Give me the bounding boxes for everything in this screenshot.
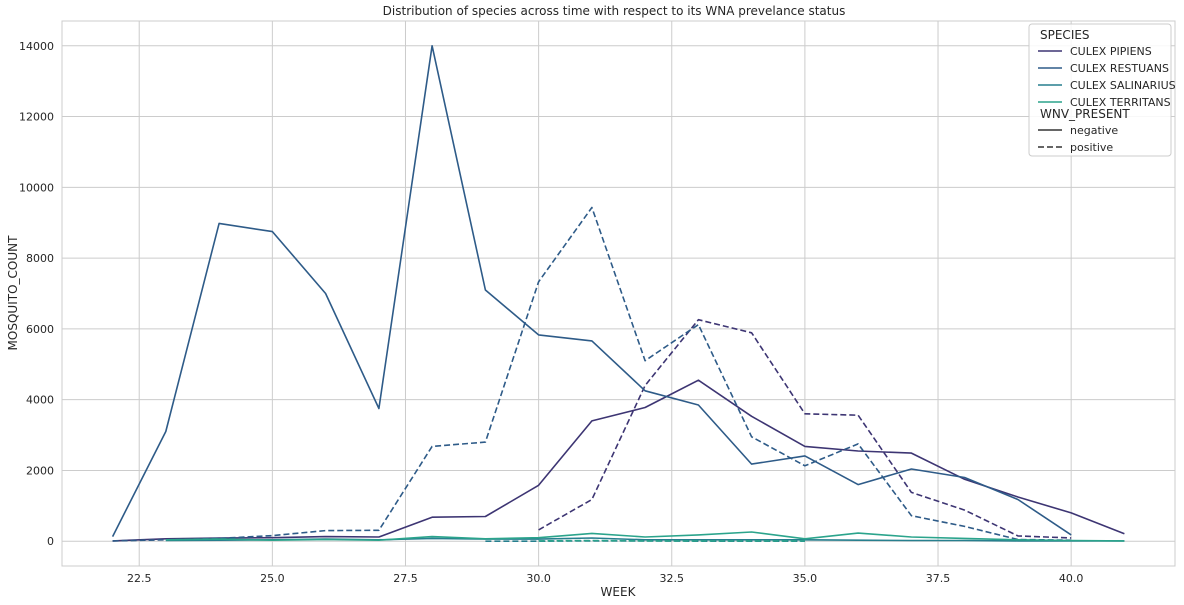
- series-line-culex-pipiens-negative: [112, 379, 1125, 542]
- series-line-culex-territans-negative: [165, 531, 1125, 542]
- legend-label-culex-restuans: CULEX RESTUANS: [1070, 62, 1169, 75]
- legend-label-positive: positive: [1070, 141, 1113, 154]
- legend-wnv-entries: negative positive: [1038, 124, 1118, 154]
- x-tick-label: 27.5: [393, 572, 418, 585]
- x-axis-ticks: 22.5 25.0 27.5 30.0 32.5 35.0 37.5 40.0: [127, 572, 1083, 585]
- legend-species-entries: CULEX PIPIENS CULEX RESTUANS CULEX SALINAR…: [1038, 45, 1176, 109]
- legend-wnv-title: WNV_PRESENT: [1040, 107, 1130, 121]
- x-tick-label: 37.5: [926, 572, 951, 585]
- series-line-culex-pipiens-positive: [538, 318, 1072, 539]
- legend-box: [1028, 23, 1172, 157]
- y-tick-label: 4000: [26, 394, 54, 407]
- y-tick-label: 12000: [19, 111, 54, 124]
- legend-label-culex-pipiens: CULEX PIPIENS: [1070, 45, 1152, 58]
- y-tick-label: 10000: [19, 181, 54, 194]
- y-tick-label: 0: [47, 535, 54, 548]
- y-tick-label: 2000: [26, 464, 54, 477]
- plot-frame: [61, 20, 1176, 567]
- grid: [62, 21, 1175, 566]
- y-axis-ticks: 0 2000 4000 6000 8000 10000 12000 14000: [19, 40, 54, 548]
- series-layer: [111, 44, 1125, 543]
- y-axis-label: MOSQUITO_COUNT: [6, 235, 20, 351]
- x-tick-label: 40.0: [1059, 572, 1084, 585]
- legend-label-culex-salinarius: CULEX SALINARIUS: [1070, 79, 1176, 92]
- legend-label-negative: negative: [1070, 124, 1118, 137]
- legend-species-title: SPECIES: [1040, 28, 1090, 42]
- legend-label-culex-territans: CULEX TERRITANS: [1070, 96, 1171, 109]
- x-tick-label: 32.5: [660, 572, 685, 585]
- x-tick-label: 35.0: [793, 572, 818, 585]
- series-line-culex-restuans-negative: [111, 44, 1072, 537]
- x-tick-label: 30.0: [526, 572, 551, 585]
- chart-title: Distribution of species across time with…: [383, 4, 846, 18]
- x-tick-label: 25.0: [260, 572, 285, 585]
- x-axis-label: WEEK: [601, 585, 637, 599]
- y-tick-label: 14000: [19, 40, 54, 53]
- y-tick-label: 8000: [26, 252, 54, 265]
- y-tick-label: 6000: [26, 323, 54, 336]
- series-line-culex-restuans-positive: [112, 206, 1072, 542]
- x-tick-label: 22.5: [127, 572, 152, 585]
